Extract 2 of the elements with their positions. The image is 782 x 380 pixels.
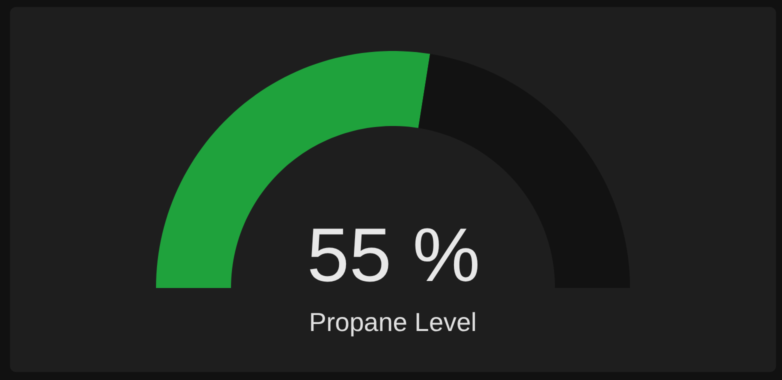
text: Propane Level xyxy=(309,307,477,337)
data-label: 55 % xyxy=(307,213,480,298)
